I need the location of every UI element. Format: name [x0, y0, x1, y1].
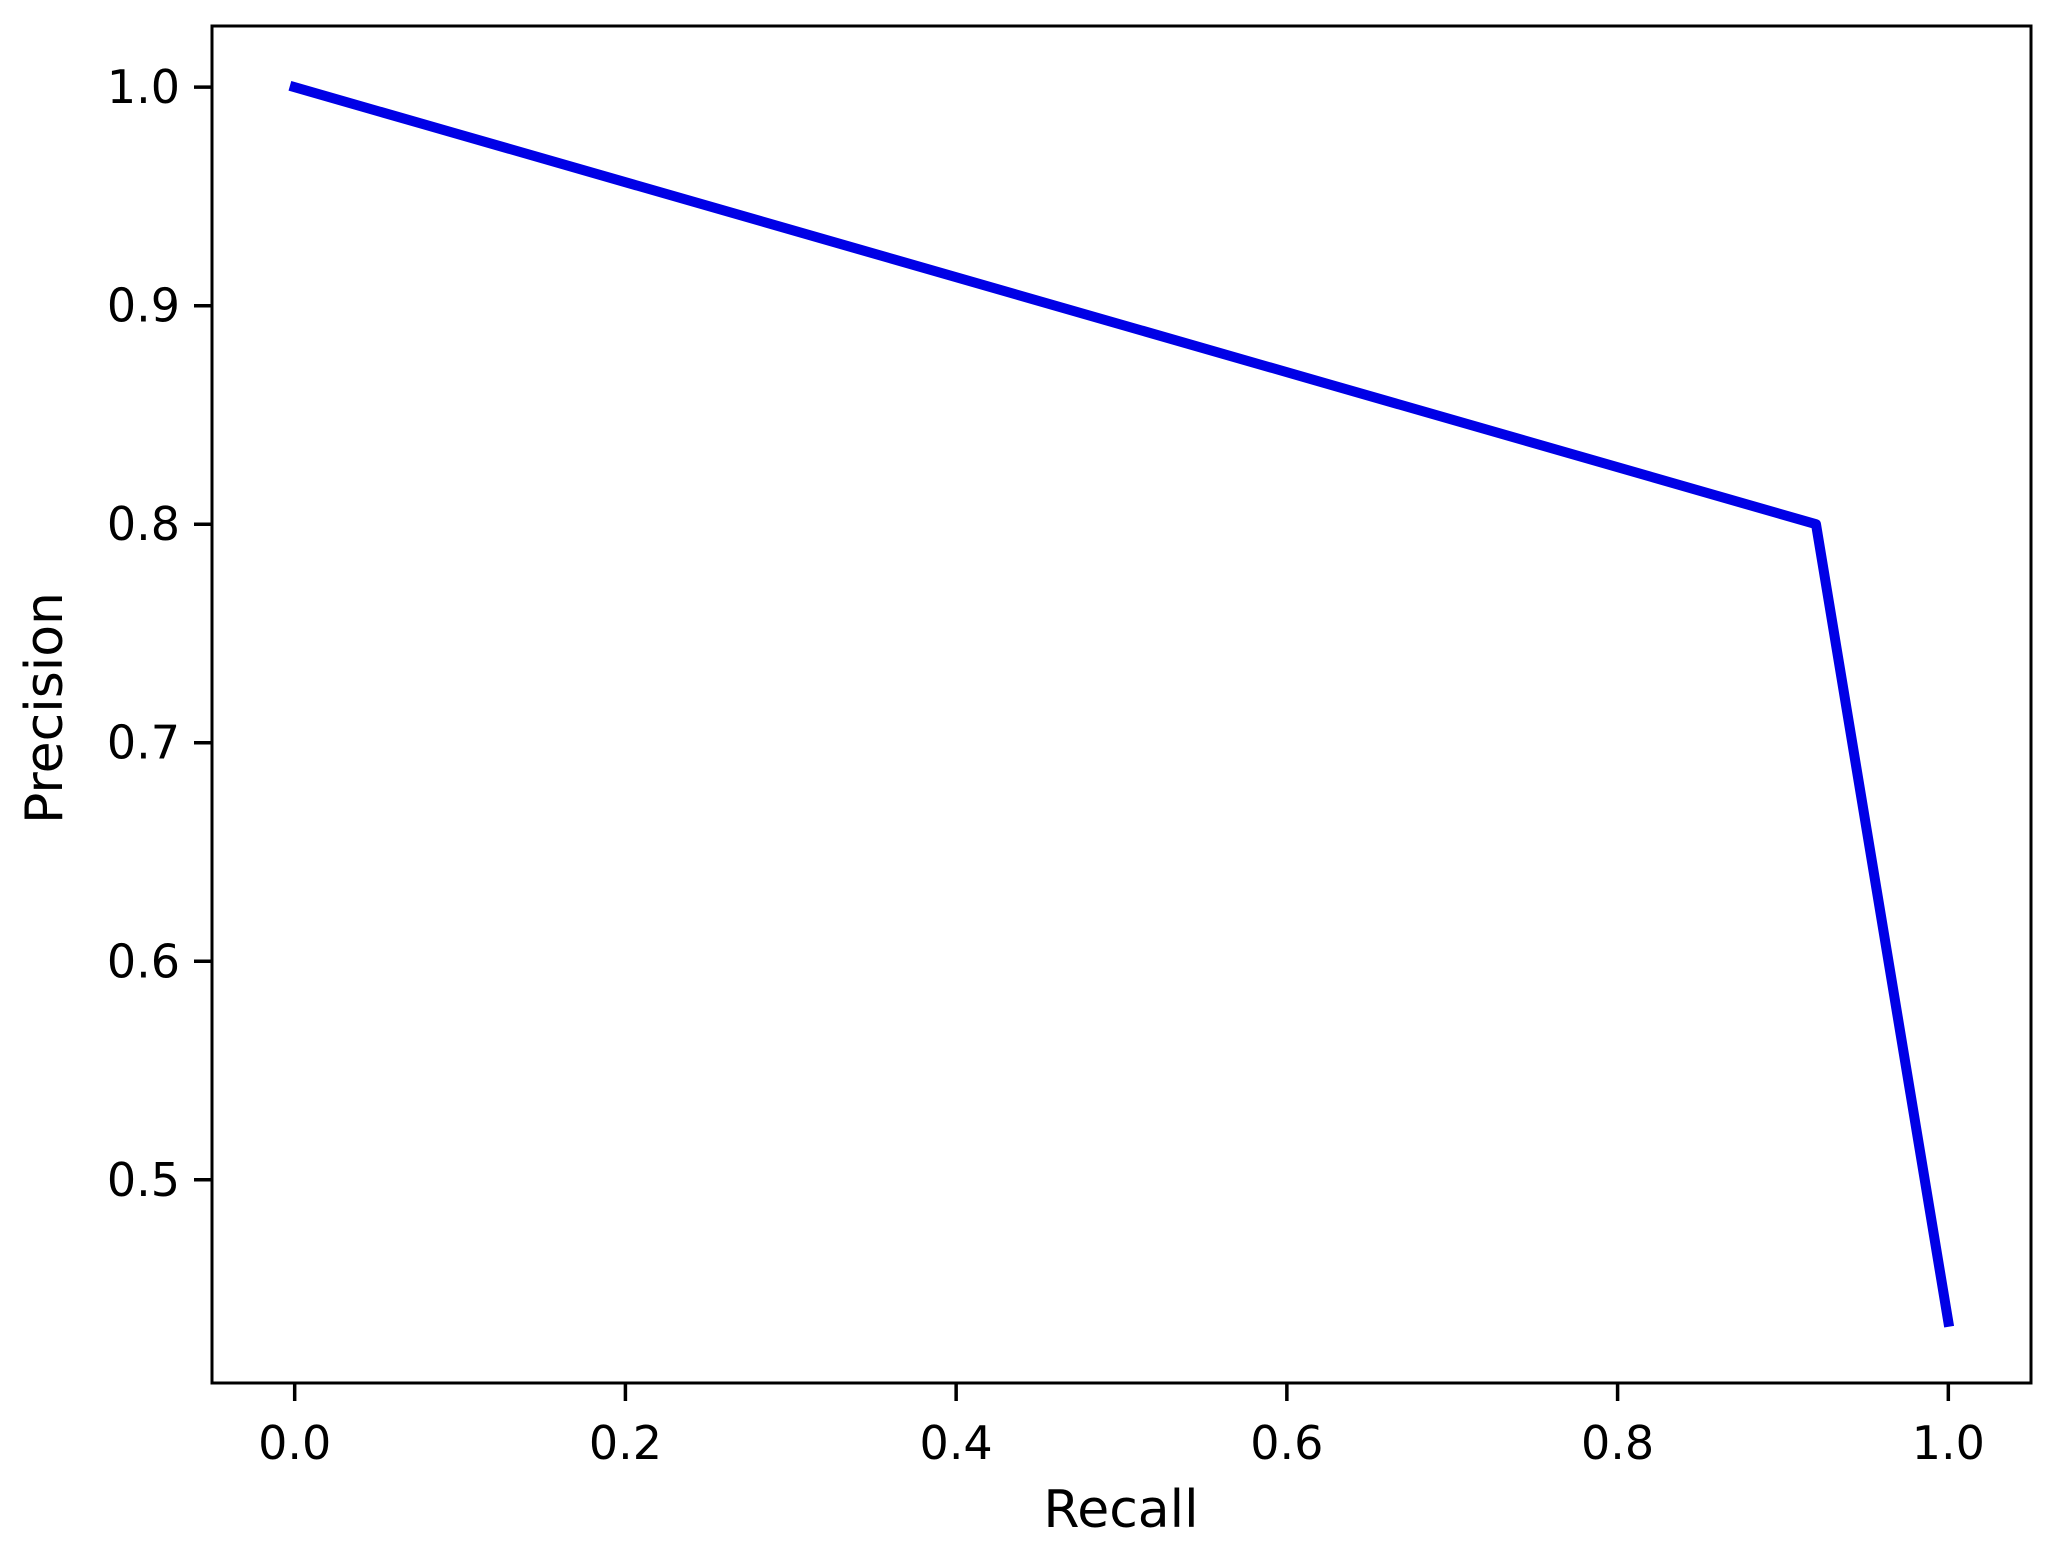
- x-axis-tick-label: 0.0: [258, 1416, 331, 1470]
- y-axis-title: Precision: [15, 591, 75, 825]
- x-axis-tick-label: 0.2: [589, 1416, 662, 1470]
- y-axis-tick-label: 0.5: [107, 1153, 180, 1207]
- precision-recall-curve: [288, 81, 1955, 1328]
- y-axis-tick-label: 1.0: [107, 60, 180, 114]
- y-axis-tick-label: 0.6: [107, 934, 180, 988]
- x-axis-tick-label: 0.6: [1250, 1416, 1323, 1470]
- x-axis-tick-label: 0.8: [1581, 1416, 1654, 1470]
- y-axis-tick-label: 0.9: [107, 279, 180, 333]
- plot-border: [210, 24, 2033, 1385]
- y-axis-tick-label: 0.8: [107, 497, 180, 551]
- x-axis-tick-label: 1.0: [1912, 1416, 1985, 1470]
- x-axis-tick-label: 0.4: [920, 1416, 993, 1470]
- x-axis-title: Recall: [1043, 1480, 1199, 1540]
- y-axis-tick-label: 0.7: [107, 716, 180, 770]
